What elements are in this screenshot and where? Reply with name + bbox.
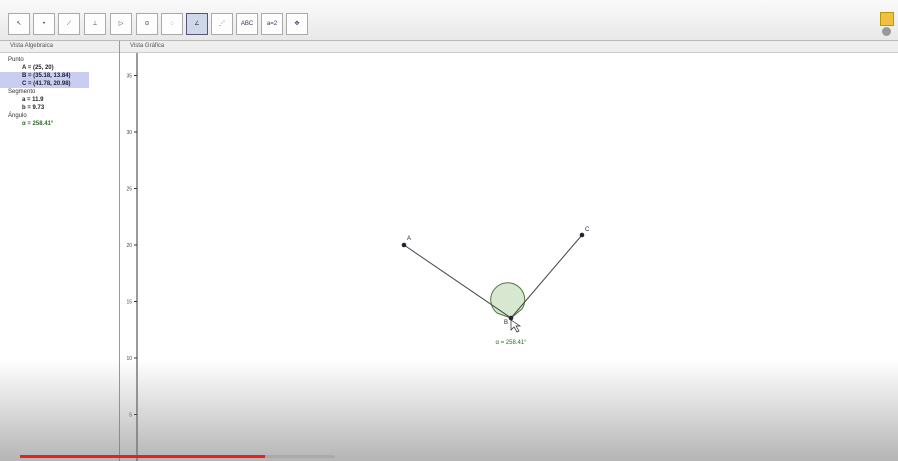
algebra-item[interactable]: A = (25, 20) [22, 65, 54, 71]
y-tick-label: 25 [126, 187, 132, 193]
graphics-view: Vista Gráfica A B C α = 258.41° 35 30 25 20… [120, 41, 898, 461]
algebra-list: Punto A = (25, 20) B = (35.18, 13.84) C = (… [0, 53, 119, 128]
algebra-item[interactable]: α = 258.41° [22, 121, 54, 127]
group-name: Segmento [8, 89, 36, 95]
move-view-tool[interactable]: ✥ [286, 13, 308, 35]
undo-icon[interactable] [880, 12, 894, 26]
algebra-item[interactable]: b = 9.73 [22, 105, 45, 111]
conic-tool[interactable]: ◌ [161, 13, 183, 35]
angle-tool[interactable]: ∠ [186, 13, 208, 35]
point-a[interactable] [401, 242, 407, 248]
polygon-tool[interactable]: ▷ [110, 13, 132, 35]
point-label: C [585, 227, 590, 233]
y-tick-label: 35 [126, 74, 132, 80]
segment-a [403, 244, 512, 319]
video-buffer-bar [265, 455, 335, 458]
move-tool[interactable]: ↖ [8, 13, 30, 35]
group-name: Punto [8, 57, 24, 63]
point-tool[interactable]: • [33, 13, 55, 35]
point-b[interactable] [508, 315, 514, 321]
algebra-header: Vista Algebraica [0, 41, 119, 53]
text-tool[interactable]: ABC [236, 13, 258, 35]
algebra-view: Vista Algebraica Punto A = (25, 20) B = (3… [0, 41, 120, 461]
angle-arc [490, 282, 526, 319]
circle-tool[interactable]: ⊙ [136, 13, 158, 35]
y-tick-label: 10 [126, 356, 132, 362]
y-tick-label: 30 [126, 130, 132, 136]
point-label: B [504, 320, 508, 326]
canvas-content: A B C α = 258.41° 35 30 25 20 15 10 5 [126, 53, 590, 461]
video-progress-bar[interactable] [20, 455, 265, 458]
perpendicular-tool[interactable]: ⊥ [84, 13, 106, 35]
point-label: A [407, 236, 411, 242]
algebra-item[interactable]: C = (41.78, 20.98) [0, 80, 89, 88]
cursor [510, 319, 522, 333]
angle-label: α = 258.41° [495, 340, 527, 346]
algebra-item[interactable]: a = 11.9 [22, 97, 44, 103]
help-icon[interactable] [882, 27, 891, 36]
algebra-item[interactable]: B = (35.18, 13.84) [0, 72, 89, 80]
y-tick-label: 20 [126, 243, 132, 249]
graphics-header: Vista Gráfica [120, 41, 898, 53]
line-tool[interactable]: ⟋ [58, 13, 80, 35]
point-c[interactable] [579, 232, 585, 238]
y-tick-label: 5 [129, 413, 132, 419]
reflect-tool[interactable]: ⋰ [211, 13, 233, 35]
segment-b [510, 234, 583, 319]
toolbar: ↖ • ⟋ ⊥ ▷ ⊙ ◌ ∠ ⋰ ABC a=2 ✥ [0, 0, 898, 41]
y-tick-label: 15 [126, 300, 132, 306]
graphics-canvas: A B C α = 258.41° 35 30 25 20 15 10 5 [126, 53, 590, 461]
slider-tool[interactable]: a=2 [261, 13, 283, 35]
group-name: Ángulo [8, 113, 27, 119]
